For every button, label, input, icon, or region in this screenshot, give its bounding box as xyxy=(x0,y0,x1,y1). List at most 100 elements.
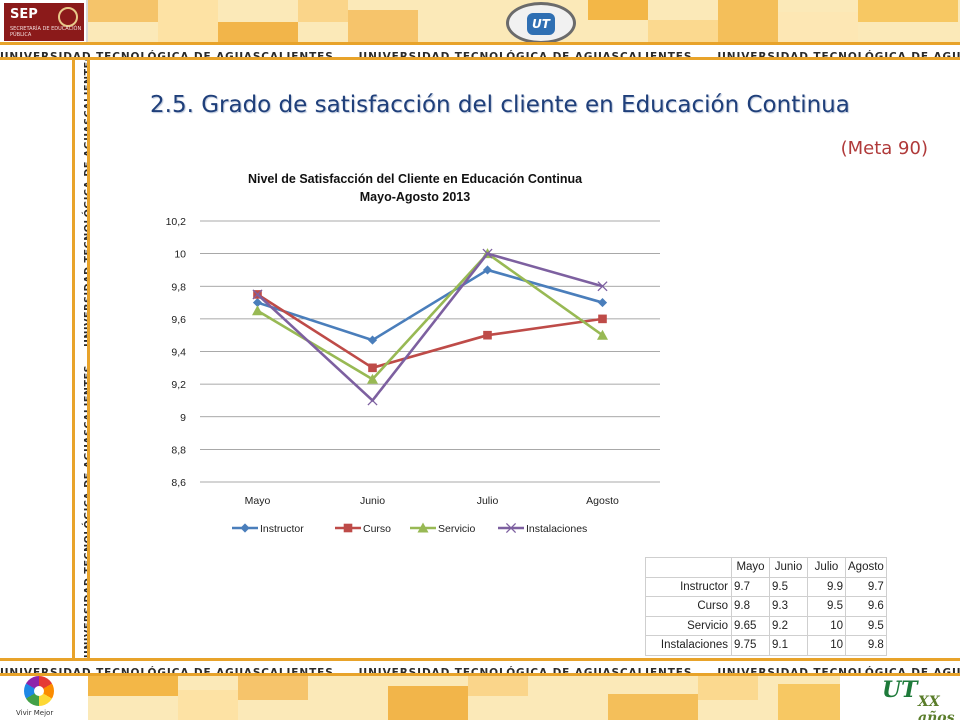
sep-logo-text: SEP xyxy=(10,7,38,22)
table-cell: 9.9 xyxy=(807,576,846,597)
data-point xyxy=(417,522,429,533)
table-cell: 9.8 xyxy=(731,596,770,617)
data-point xyxy=(482,248,493,259)
series-line xyxy=(256,252,603,402)
sep-logo: SEP SECRETARÍA DE EDUCACIÓN PÚBLICA xyxy=(4,3,84,41)
data-point xyxy=(367,335,378,345)
vivir-mejor-label: Vivir Mejor xyxy=(16,709,54,717)
data-point xyxy=(368,363,377,373)
legend-item-servicio: Servicio xyxy=(410,522,476,535)
anniversary-label: XX años xyxy=(918,694,955,720)
institution-band-vertical: UNIVERSIDAD TECNOLÓGICA DE AGUASCALIENTE… xyxy=(72,60,90,658)
table-cell: 9.6 xyxy=(845,596,887,617)
legend-label: Curso xyxy=(363,523,391,535)
band-text: UNIVERSIDAD TECNOLÓGICA DE AGUASCALIENTE… xyxy=(83,364,90,658)
data-point xyxy=(240,523,250,533)
footer-mosaic xyxy=(88,676,840,720)
y-tick-label: 9,8 xyxy=(171,281,186,293)
series-instructor xyxy=(252,265,608,345)
chart-y-axis: 8,6 8,8 9 9,2 9,4 9,6 9,8 10 10,2 xyxy=(166,216,187,489)
institution-band-bottom: UNIVERSIDAD TECNOLÓGICA DE AGUASCALIENTE… xyxy=(0,658,960,676)
data-point xyxy=(367,395,378,406)
table-cell: 9.5 xyxy=(769,576,808,597)
data-point xyxy=(597,329,608,340)
x-tick-label: Agosto xyxy=(586,495,619,507)
table-cell: 9.1 xyxy=(769,635,808,656)
table-row: Curso 9.8 9.3 9.5 9.6 xyxy=(645,596,887,617)
header-mosaic: UT xyxy=(88,0,960,44)
table-row: Servicio 9.65 9.2 10 9.5 xyxy=(645,615,887,636)
table-header-cell: Agosto xyxy=(845,557,887,578)
mexico-seal-icon xyxy=(58,7,78,27)
vivir-mejor-logo: Vivir Mejor xyxy=(8,674,68,720)
series-servicio xyxy=(252,248,608,384)
band-text: UNIVERSIDAD TECNOLÓGICA DE AGUASCALIENTE… xyxy=(358,667,693,676)
ut-anniversary-mark: UT xyxy=(882,677,918,703)
band-text: UNIVERSIDAD TECNOLÓGICA DE AGUASCALIENTE… xyxy=(83,60,90,347)
flower-icon xyxy=(24,676,54,706)
slide-subtitle: (Meta 90) xyxy=(840,138,928,159)
band-text: UNIVERSIDAD TECNOLÓGICA DE AGUASCALIENTE… xyxy=(0,51,334,60)
chart-legend: Instructor Curso Servicio Instalaciones xyxy=(232,522,587,535)
table-cell: 9.5 xyxy=(845,615,887,636)
series-line xyxy=(256,293,603,370)
table-cell: 9.2 xyxy=(769,615,808,636)
table-cell: 9.5 xyxy=(807,596,846,617)
chart-series xyxy=(252,248,608,406)
data-point xyxy=(252,297,263,308)
table-header-row: Mayo Junio Julio Agosto xyxy=(645,557,887,578)
legend-label: Servicio xyxy=(438,523,476,535)
table-cell: 9.8 xyxy=(845,635,887,656)
series-instalaciones xyxy=(252,248,608,406)
x-tick-label: Mayo xyxy=(245,495,271,507)
table-header-cell: Junio xyxy=(769,557,808,578)
chart-title: Nivel de Satisfacción del Cliente en Edu… xyxy=(248,172,583,186)
table-cell: 10 xyxy=(807,615,846,636)
band-text: UNIVERSIDAD TECNOLÓGICA DE AGUASCALIENTE… xyxy=(0,667,334,676)
y-tick-label: 10 xyxy=(174,249,186,261)
table-row: Instructor 9.7 9.5 9.9 9.7 xyxy=(645,576,887,597)
legend-label: Instalaciones xyxy=(526,523,587,535)
data-point xyxy=(252,305,263,316)
y-tick-label: 9 xyxy=(180,412,186,424)
series-line xyxy=(256,252,604,381)
table-row-label: Servicio xyxy=(645,615,732,636)
institution-band-top: UNIVERSIDAD TECNOLÓGICA DE AGUASCALIENTE… xyxy=(0,42,960,60)
y-tick-label: 8,6 xyxy=(171,477,186,489)
data-point xyxy=(598,314,607,324)
legend-item-curso: Curso xyxy=(335,523,391,535)
y-tick-label: 9,4 xyxy=(171,347,186,359)
x-tick-label: Julio xyxy=(477,495,499,507)
y-tick-label: 8,8 xyxy=(171,444,186,456)
y-tick-label: 9,2 xyxy=(171,379,186,391)
table-cell: 9.65 xyxy=(731,615,770,636)
band-text: UNIVERSIDAD TECNOLÓGICA DE AGUASCALIENTE… xyxy=(717,51,960,60)
table-cell: 9.75 xyxy=(731,635,770,656)
table-header-cell: Julio xyxy=(807,557,846,578)
slide-title: 2.5. Grado de satisfacción del cliente e… xyxy=(150,92,850,118)
ut-anniversary-logo: UT XX años xyxy=(878,676,954,720)
table-header-cell: Mayo xyxy=(731,557,770,578)
series-curso xyxy=(253,290,607,373)
data-table: Mayo Junio Julio Agosto Instructor 9.7 9… xyxy=(645,557,887,656)
ut-seal-mark: UT xyxy=(527,13,555,35)
data-point xyxy=(597,281,608,292)
legend-item-instalaciones: Instalaciones xyxy=(498,522,587,535)
chart-subtitle: Mayo-Agosto 2013 xyxy=(360,190,470,204)
table-cell: 10 xyxy=(807,635,846,656)
table-cell: 9.7 xyxy=(845,576,887,597)
table-row-label: Instalaciones xyxy=(645,635,732,656)
band-text: UNIVERSIDAD TECNOLÓGICA DE AGUASCALIENTE… xyxy=(717,667,960,676)
y-tick-label: 9,6 xyxy=(171,314,186,326)
band-text: UNIVERSIDAD TECNOLÓGICA DE AGUASCALIENTE… xyxy=(358,51,693,60)
data-point xyxy=(482,265,493,275)
table-row-label: Curso xyxy=(645,596,732,617)
data-point xyxy=(367,373,378,384)
data-point xyxy=(252,289,263,300)
sep-logo-subtitle: SECRETARÍA DE EDUCACIÓN PÚBLICA xyxy=(10,26,82,38)
data-point xyxy=(343,523,353,533)
table-cell: 9.3 xyxy=(769,596,808,617)
table-corner-cell xyxy=(645,557,732,578)
chart-x-axis: Mayo Junio Julio Agosto xyxy=(245,495,619,507)
table-cell: 9.7 xyxy=(731,576,770,597)
